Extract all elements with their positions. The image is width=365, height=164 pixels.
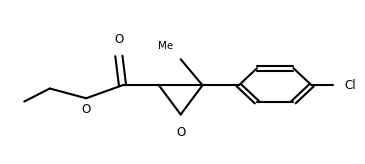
Text: Me: Me: [158, 41, 173, 51]
Text: O: O: [81, 103, 91, 116]
Text: O: O: [176, 126, 185, 139]
Text: Cl: Cl: [344, 79, 356, 92]
Text: O: O: [114, 33, 123, 46]
